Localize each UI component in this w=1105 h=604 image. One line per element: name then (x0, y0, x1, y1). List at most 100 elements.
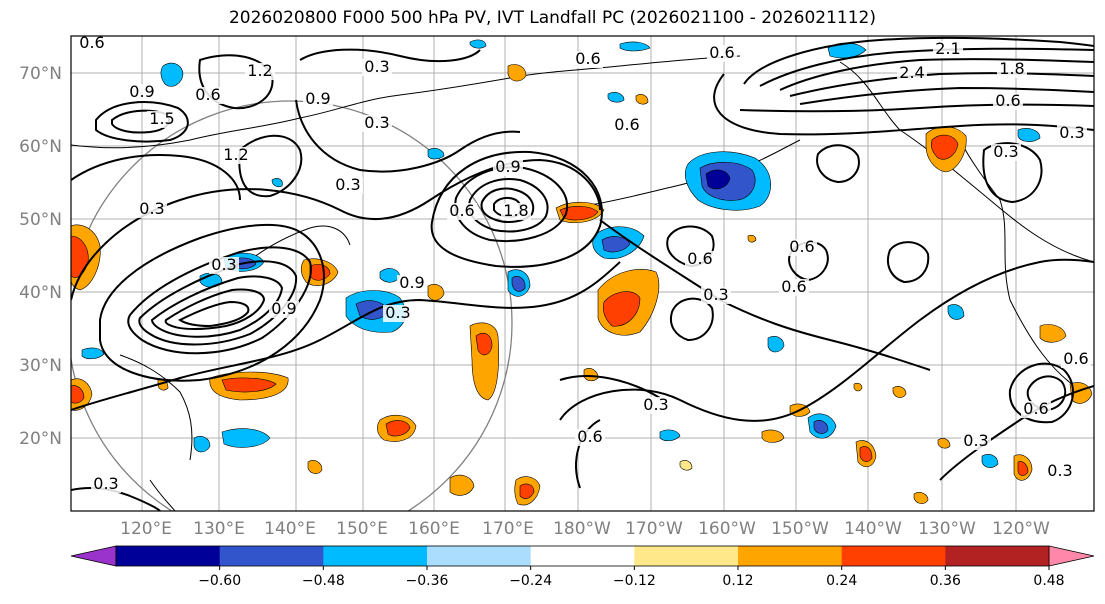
lat-tick-40n: 40°N (19, 283, 62, 303)
contour-label-bg (245, 63, 275, 80)
lon-tick-160w: 160°W (698, 519, 756, 539)
contour-label-06-s2: 0.6 (577, 427, 602, 446)
contour-label-03-jp: 0.3 (211, 255, 236, 274)
colorbar-label: −0.60 (198, 573, 241, 589)
contour-label-09-w: 0.9 (129, 82, 154, 101)
contour-label-03-bc: 0.3 (993, 142, 1018, 161)
contour-label-06-c6: 0.6 (789, 237, 814, 256)
colorbar-outline (115, 545, 1050, 567)
contour-label-bg (501, 203, 531, 220)
colorbar-label: 0.12 (722, 573, 753, 589)
lat-tick-50n: 50°N (19, 210, 62, 230)
contour-label-bg (897, 65, 927, 82)
colorbar-box (738, 546, 843, 566)
colorbar-extend-max (1048, 545, 1095, 567)
lat-tick-30n: 30°N (19, 356, 62, 376)
contour-label-bg (1045, 463, 1075, 480)
contour-label-bg (333, 177, 363, 194)
contour-label-bg (362, 115, 392, 132)
lat-tick-70n: 70°N (19, 64, 62, 84)
contour-label-bg (641, 397, 671, 414)
contour-label-bg (447, 203, 477, 220)
contour-label-24-ne: 2.4 (899, 63, 924, 82)
colorbar-box (219, 546, 324, 566)
contour-label-12-w: 1.2 (247, 61, 272, 80)
contour-label-bg (493, 159, 523, 176)
lon-tick-120w: 120°W (992, 519, 1050, 539)
contour-label-bg (77, 36, 107, 52)
contour-label-bg (612, 117, 642, 134)
contour-label-03-sw: 0.3 (93, 474, 118, 493)
contour-label-bg (137, 201, 167, 218)
lon-tick-150e: 150°E (336, 519, 388, 539)
contour-label-06-aleut: 0.6 (614, 115, 639, 134)
contour-label-bg (221, 147, 251, 164)
lon-tick-140w: 140°W (844, 519, 902, 539)
colorbar-label: −0.36 (406, 573, 449, 589)
contour-label-03-ne: 0.3 (1059, 123, 1084, 142)
contour-label-06-n1: 0.6 (575, 49, 600, 68)
lon-tick-140e: 140°E (264, 519, 316, 539)
colorbar-label: 0.24 (826, 573, 857, 589)
contour-label-03-n: 0.3 (364, 57, 389, 76)
colorbar-label: 0.36 (930, 573, 961, 589)
contour-label-bg (779, 279, 809, 296)
contour-label-bg (383, 305, 413, 322)
colorbar: −0.60 −0.48 −0.36 −0.24 −0.12 0.12 0.24 0.36 0.4… (70, 545, 1095, 589)
colorbar-extend-min (70, 545, 117, 567)
contour-label-bg (1021, 401, 1051, 418)
contour-label-03-c5: 0.3 (703, 285, 728, 304)
lon-tick-170w: 170°W (625, 519, 683, 539)
contour-label-bg (685, 251, 715, 268)
colorbar-label: −0.24 (509, 573, 552, 589)
contour-label-09-center: 0.9 (495, 157, 520, 176)
contour-label-bg (147, 111, 177, 128)
contour-label-06-e4: 0.6 (1063, 349, 1088, 368)
contour-label-06-nw: 0.6 (79, 33, 104, 52)
contour-label-03-mid: 0.3 (335, 175, 360, 194)
contour-label-bg (209, 257, 239, 274)
lon-tick-130w: 130°W (918, 519, 976, 539)
colorbar-box (116, 546, 221, 566)
contour-label-06-n2: 0.6 (709, 43, 734, 62)
contour-label-09-ne: 0.9 (305, 89, 330, 108)
positive-anomalies (71, 64, 1093, 506)
contour-label-03-e3: 0.3 (1047, 461, 1072, 480)
contour-label-06-c7: 0.6 (781, 277, 806, 296)
colorbar-label: −0.48 (302, 573, 345, 589)
contour-label-21-ne: 2.1 (935, 39, 960, 58)
contour-label-bg (707, 45, 737, 62)
colorbar-box (945, 546, 1050, 566)
lon-tick-120e: 120°E (120, 519, 172, 539)
contour-label-15-w: 1.5 (149, 109, 174, 128)
lon-tick-130e: 130°E (193, 519, 245, 539)
contour-label-06-ne1: 0.6 (195, 85, 220, 104)
contour-label-bg (575, 429, 605, 446)
contour-label-03-e2: 0.3 (963, 431, 988, 450)
contour-labels: 0.6 1.2 0.9 1.5 0.3 0.6 0.6 0.3 0.6 0.6 0.9 2.1 2.4 1… (77, 33, 1091, 493)
lat-tick-20n: 20°N (19, 429, 62, 449)
lon-tick-labels: 120°E 130°E 140°E 150°E 160°E 170°E 180°… (120, 519, 1050, 539)
contour-label-09-c2: 0.9 (399, 273, 424, 292)
colorbar-box (841, 546, 946, 566)
contour-label-bg (991, 144, 1021, 161)
contour-label-bg (127, 84, 157, 101)
lat-tick-60n: 60°N (19, 137, 62, 157)
contour-label-06-c4: 0.6 (687, 249, 712, 268)
contour-label-03-s1: 0.3 (643, 395, 668, 414)
lon-tick-160e: 160°E (408, 519, 460, 539)
colorbar-box (323, 546, 428, 566)
contour-label-12-mid: 1.2 (223, 145, 248, 164)
contour-label-06-sw: 0.6 (449, 201, 474, 220)
lon-tick-180w: 180°W (553, 519, 611, 539)
contour-label-bg (573, 51, 603, 68)
contour-label-bg (1061, 351, 1091, 368)
contour-label-bg (269, 301, 299, 318)
contour-label-bg (933, 41, 963, 58)
contour-label-18-center: 1.8 (503, 201, 528, 220)
lon-tick-170e: 170°E (482, 519, 534, 539)
lon-tick-150w: 150°W (771, 519, 829, 539)
contour-label-bg (91, 476, 121, 493)
contour-label-bg (997, 61, 1027, 78)
